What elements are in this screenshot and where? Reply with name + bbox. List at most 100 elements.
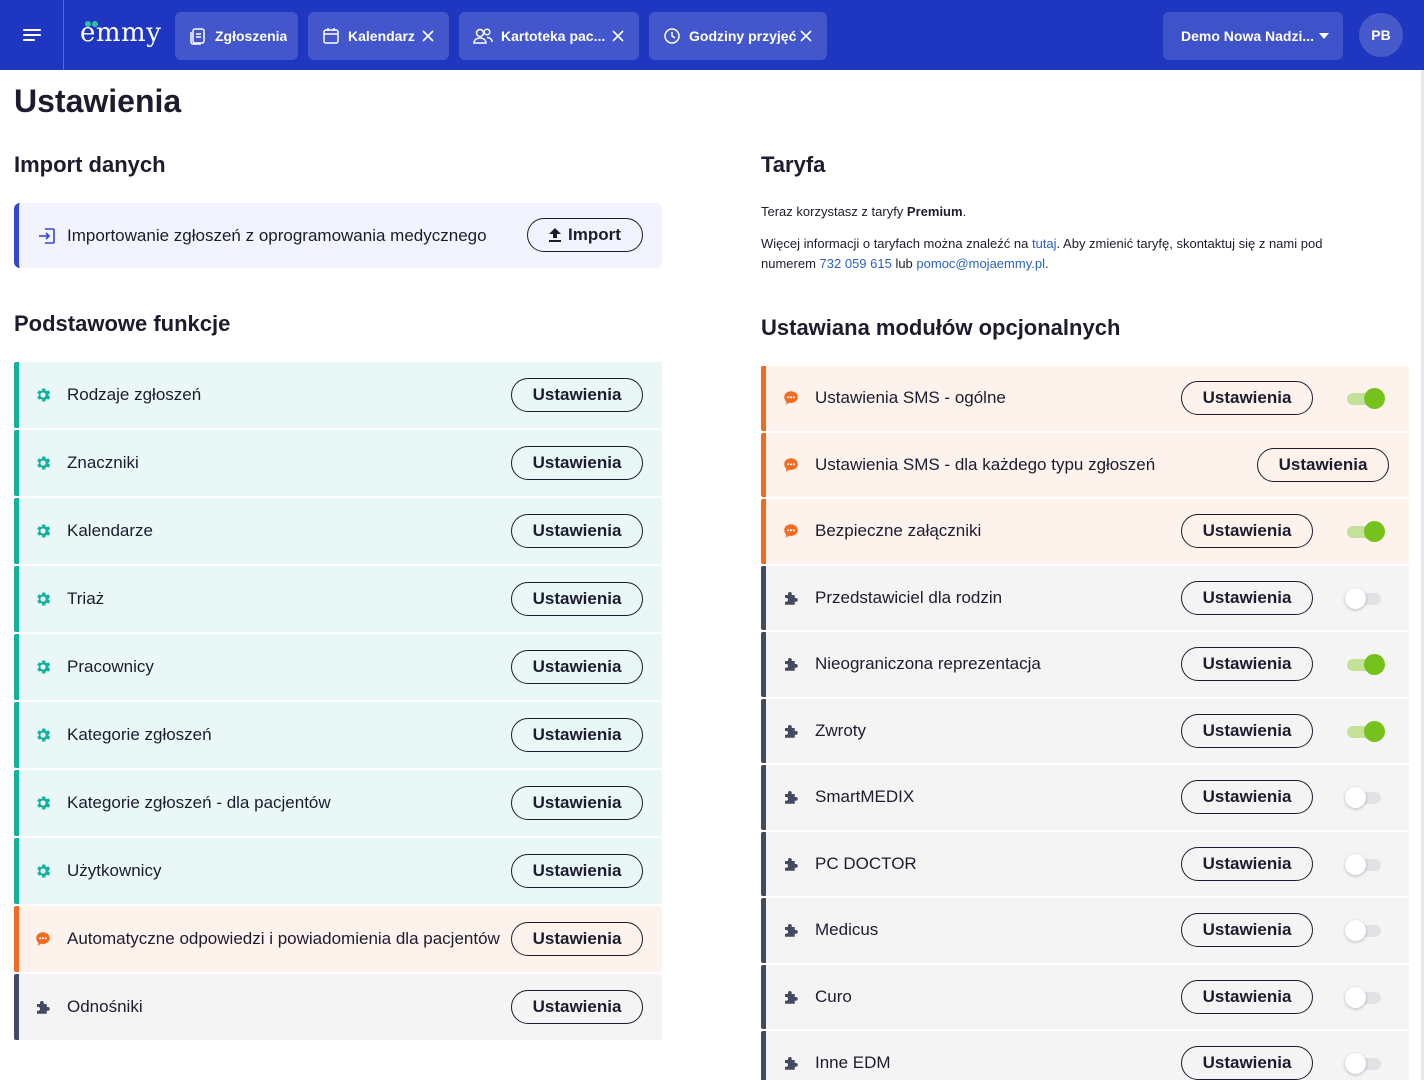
settings-button-label: Ustawienia [532, 589, 622, 608]
module-toggle[interactable] [1345, 787, 1383, 809]
import-button-label: Import [568, 225, 621, 244]
email-link[interactable]: pomoc@mojaemmy.pl [916, 256, 1045, 271]
settings-button[interactable]: Ustawienia [511, 718, 643, 752]
module-toggle[interactable] [1345, 388, 1385, 410]
list-item-label: Odnośniki [67, 997, 143, 1016]
settings-button-label: Ustawienia [532, 997, 622, 1016]
tariff-text: lub [891, 256, 917, 271]
import-button[interactable]: Import [527, 218, 643, 252]
tariff-text: Więcej informacji o taryfach można znale… [761, 236, 1032, 251]
list-item: Odnośniki Ustawienia [14, 974, 662, 1040]
settings-button-label: Ustawienia [532, 725, 622, 744]
puzzle-icon [782, 988, 800, 1006]
module-toggle[interactable] [1345, 1053, 1383, 1075]
list-item: Użytkownicy Ustawienia [14, 838, 662, 904]
settings-button[interactable]: Ustawienia [1181, 846, 1313, 881]
settings-button-label: Ustawienia [1202, 787, 1292, 807]
close-icon[interactable] [611, 29, 625, 43]
list-item: SmartMEDIX Ustawienia [761, 765, 1409, 830]
list-item: Curo Ustawienia [761, 964, 1409, 1029]
list-item: Kategorie zgłoszeń Ustawienia [14, 702, 662, 768]
settings-button[interactable]: Ustawienia [511, 650, 643, 684]
list-item-label: PC DOCTOR [815, 853, 917, 873]
organization-select[interactable]: Demo Nowa Nadzi... [1163, 12, 1343, 60]
list-item: Ustawienia SMS - dla każdego typu zgłosz… [761, 432, 1409, 497]
settings-button[interactable]: Ustawienia [1181, 713, 1313, 748]
puzzle-icon [782, 1054, 800, 1072]
settings-button[interactable]: Ustawienia [511, 582, 643, 616]
list-item: Ustawienia SMS - ogólne Ustawienia [761, 366, 1409, 431]
tab-zgloszenia[interactable]: Zgłoszenia [175, 12, 298, 60]
module-toggle[interactable] [1345, 853, 1383, 875]
optional-modules-list: Ustawienia SMS - ogólne Ustawienia Ustawie… [761, 366, 1409, 1080]
list-item: PC DOCTOR Ustawienia [761, 831, 1409, 896]
settings-button[interactable]: Ustawienia [1181, 647, 1313, 682]
list-item-label: Przedstawiciel dla rodzin [815, 587, 1003, 607]
puzzle-icon [782, 855, 800, 873]
settings-button-label: Ustawienia [1202, 920, 1292, 940]
settings-button[interactable]: Ustawienia [511, 786, 643, 820]
settings-button[interactable]: Ustawienia [511, 446, 643, 480]
settings-button[interactable]: Ustawienia [1181, 913, 1313, 948]
puzzle-icon [782, 655, 800, 673]
settings-button[interactable]: Ustawienia [511, 378, 643, 412]
list-item: Nieograniczona reprezentacja Ustawienia [761, 632, 1409, 697]
menu-button[interactable] [0, 0, 64, 70]
calendar-icon [323, 28, 339, 44]
tab-kartoteka-pacjentow[interactable]: Kartoteka pac... [459, 12, 639, 60]
import-card: Importowanie zgłoszeń z oprogramowania m… [14, 203, 662, 268]
settings-button-label: Ustawienia [532, 521, 622, 540]
settings-button[interactable]: Ustawienia [511, 854, 643, 888]
toggle-knob [1345, 587, 1366, 609]
phone-link[interactable]: 732 059 615 [819, 256, 892, 271]
toggle-knob [1345, 787, 1366, 809]
list-item: Pracownicy Ustawienia [14, 634, 662, 700]
chevron-down-icon [1319, 33, 1329, 39]
close-icon[interactable] [799, 29, 813, 43]
tab-godziny-przyjec[interactable]: Godziny przyjęć [649, 12, 827, 60]
settings-button[interactable]: Ustawienia [1181, 780, 1313, 815]
settings-button-label: Ustawienia [532, 861, 622, 880]
users-icon [473, 28, 493, 44]
module-toggle[interactable] [1345, 986, 1383, 1008]
settings-button[interactable]: Ustawienia [1181, 580, 1313, 615]
list-item: Inne EDM Ustawienia [761, 1031, 1409, 1080]
user-avatar[interactable]: PB [1359, 13, 1403, 57]
import-section-title: Import danych [14, 152, 166, 177]
settings-button[interactable]: Ustawienia [511, 514, 643, 548]
list-item-label: Rodzaje zgłoszeń [67, 385, 202, 404]
settings-button[interactable]: Ustawienia [511, 990, 643, 1024]
settings-button[interactable]: Ustawienia [1181, 979, 1313, 1014]
tab-label: Kalendarz [348, 28, 415, 44]
gear-icon [34, 454, 52, 472]
app-logo[interactable]: emmy [79, 14, 165, 54]
settings-button[interactable]: Ustawienia [1181, 1046, 1313, 1080]
tariff-text: . [1044, 256, 1049, 271]
tariff-text: . Aby zmienić taryfę, skontaktuj się z n… [1056, 236, 1323, 251]
tab-kalendarz[interactable]: Kalendarz [308, 12, 449, 60]
page-title: Ustawienia [14, 83, 182, 119]
settings-button[interactable]: Ustawienia [511, 922, 643, 956]
list-item: Zwroty Ustawienia [761, 698, 1409, 763]
settings-button[interactable]: Ustawienia [1181, 381, 1313, 416]
list-item: Przedstawiciel dla rodzin Ustawienia [761, 565, 1409, 630]
list-item-label: Ustawienia SMS - dla każdego typu zgłosz… [815, 454, 1156, 474]
module-toggle[interactable] [1345, 654, 1385, 676]
list-item: Triaż Ustawienia [14, 566, 662, 632]
settings-button[interactable]: Ustawienia [1257, 447, 1389, 482]
chat-icon [34, 930, 52, 948]
puzzle-icon [782, 722, 800, 740]
module-toggle[interactable] [1345, 587, 1383, 609]
chat-icon [782, 522, 800, 540]
settings-button-label: Ustawienia [532, 929, 622, 948]
plan-name: Premium [906, 204, 963, 219]
module-toggle[interactable] [1345, 920, 1383, 942]
scrollbar[interactable] [1421, 70, 1424, 1080]
gear-icon [34, 794, 52, 812]
toggle-knob [1345, 986, 1366, 1008]
settings-button[interactable]: Ustawienia [1181, 514, 1313, 549]
module-toggle[interactable] [1345, 521, 1385, 543]
tariff-link[interactable]: tutaj [1031, 236, 1057, 251]
close-icon[interactable] [421, 29, 435, 43]
module-toggle[interactable] [1345, 720, 1385, 742]
